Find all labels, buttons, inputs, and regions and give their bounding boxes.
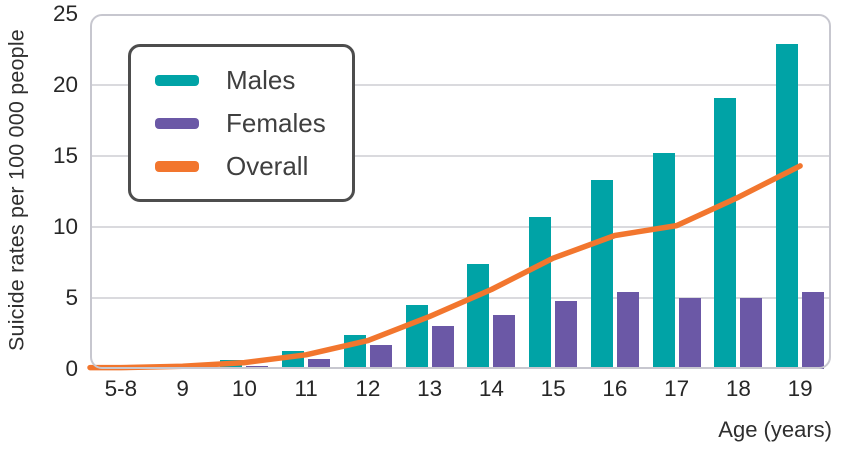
gridline-5 (90, 297, 831, 299)
female-bar-14 (493, 315, 516, 369)
legend-label-overall: Overall (226, 151, 309, 181)
overall-line (87, 163, 803, 371)
x-tick-label-18: 18 (725, 376, 751, 401)
male-bar-17 (652, 153, 675, 369)
female-bar-15 (555, 300, 578, 369)
females-swatch-icon (155, 117, 199, 129)
plot-area: Males Females Overall (87, 14, 831, 371)
x-tick-label-11: 11 (294, 376, 318, 401)
male-bar-15 (529, 217, 552, 369)
y-tick-label-5: 5 (65, 285, 78, 310)
x-tick-label-9: 9 (176, 376, 189, 401)
x-tick-label-19: 19 (787, 376, 813, 401)
female-bar-19 (802, 292, 825, 369)
bar-group-18 (714, 97, 763, 369)
y-tick-label-15: 15 (52, 143, 78, 168)
legend-item-males: Males (155, 67, 326, 93)
y-tick-label-20: 20 (52, 72, 78, 97)
legend-item-females: Females (155, 110, 326, 136)
y-tick-label-10: 10 (52, 214, 78, 239)
x-tick-label-13: 13 (417, 376, 443, 401)
female-bar-13 (431, 326, 454, 369)
y-tick-label-25: 25 (52, 1, 78, 26)
y-tick-label-0: 0 (65, 356, 78, 381)
x-tick-label-17: 17 (664, 376, 690, 401)
gridline-15 (90, 155, 831, 157)
bar-group-17 (652, 153, 701, 369)
overall-line-layer (87, 163, 803, 371)
legend-item-overall: Overall (155, 153, 326, 179)
gridline-20 (90, 84, 831, 86)
female-bar-16 (616, 292, 639, 369)
bar-group-19 (776, 43, 825, 369)
male-bar-16 (590, 180, 613, 369)
x-axis-title: Age (years) (718, 417, 832, 442)
y-axis-title: Suicide rates per 100 000 people (4, 29, 29, 351)
female-bar-17 (678, 298, 701, 369)
gridline-10 (90, 226, 831, 228)
male-bar-18 (714, 97, 737, 369)
legend-label-females: Females (226, 108, 326, 138)
male-bar-19 (776, 43, 799, 369)
x-tick-label-14: 14 (478, 376, 504, 401)
female-bar-12 (369, 344, 392, 369)
legend: Males Females Overall (128, 44, 355, 202)
bar-group-16 (590, 180, 639, 369)
x-tick-label-16: 16 (602, 376, 628, 401)
males-swatch-icon (155, 74, 199, 86)
x-tick-label-5-8: 5-8 (104, 376, 138, 401)
bar-group-15 (529, 217, 578, 369)
x-tick-label-12: 12 (355, 376, 381, 401)
female-bar-11 (308, 359, 331, 369)
overall-swatch-icon (155, 160, 199, 172)
female-bar-18 (740, 298, 763, 369)
x-tick-label-10: 10 (231, 376, 257, 401)
x-tick-label-15: 15 (540, 376, 566, 401)
legend-label-males: Males (226, 65, 296, 95)
